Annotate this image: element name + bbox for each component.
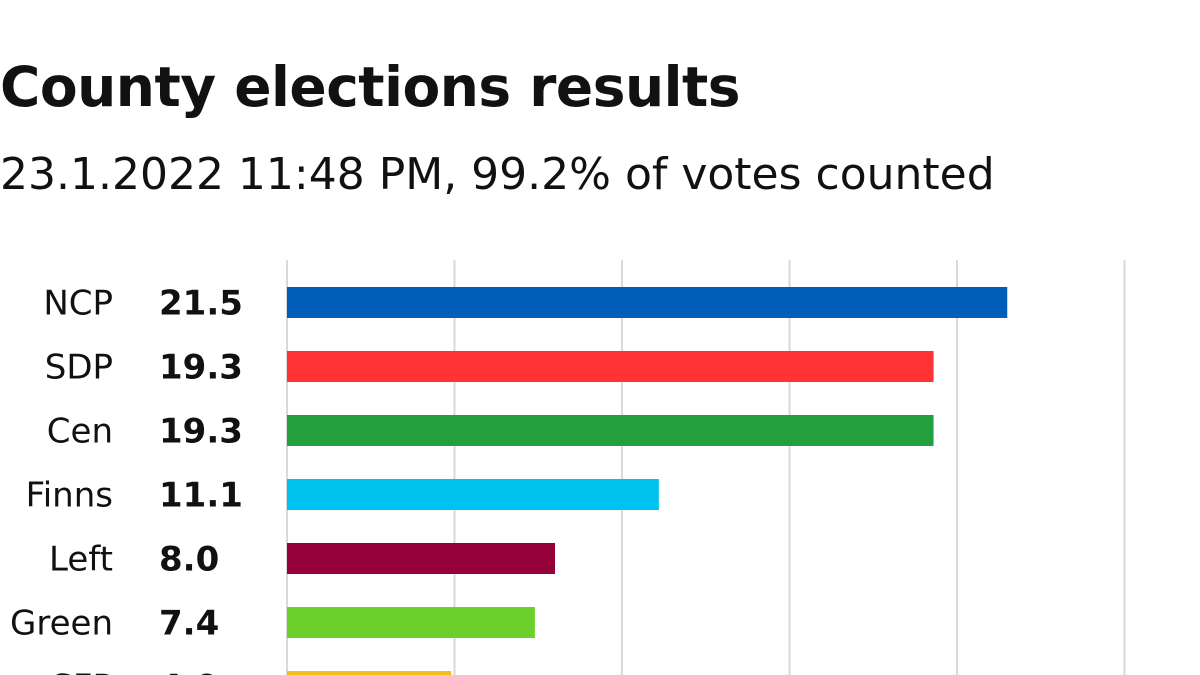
- party-label-sfp: SFP: [51, 668, 113, 675]
- party-label-left: Left: [49, 540, 113, 580]
- chart-subtitle: 23.1.2022 11:48 PM, 99.2% of votes count…: [0, 149, 995, 200]
- bar-ncp: [287, 287, 1008, 318]
- value-label-sfp: 4.9: [159, 668, 219, 675]
- value-label-sdp: 19.3: [159, 348, 243, 388]
- bars: [287, 287, 1008, 675]
- bar-finns: [287, 479, 659, 510]
- value-label-cen: 19.3: [159, 412, 243, 452]
- party-label-cen: Cen: [47, 412, 113, 452]
- labels: NCP 21.5 SDP 19.3 Cen 19.3 Finns 11.1 Left 8.0 Gre…: [10, 284, 243, 675]
- party-label-ncp: NCP: [43, 284, 113, 324]
- bar-green: [287, 607, 535, 638]
- value-label-ncp: 21.5: [159, 284, 243, 324]
- value-label-left: 8.0: [159, 540, 219, 580]
- value-label-finns: 11.1: [159, 476, 243, 516]
- bar-cen: [287, 415, 934, 446]
- bar-sfp: [287, 671, 452, 675]
- bar-left: [287, 543, 555, 574]
- chart-title: County elections results: [0, 55, 740, 119]
- party-label-sdp: SDP: [45, 348, 113, 388]
- value-label-green: 7.4: [159, 604, 219, 644]
- gridlines: [286, 260, 1126, 675]
- party-label-finns: Finns: [26, 476, 113, 516]
- party-label-green: Green: [10, 604, 113, 644]
- bar-sdp: [287, 351, 934, 382]
